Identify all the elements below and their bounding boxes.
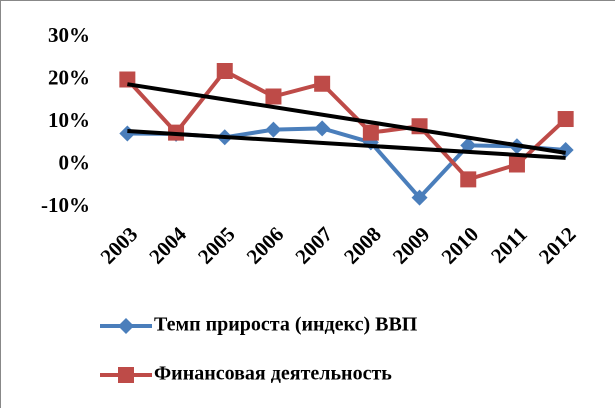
x-tick-label: 2011 [486, 222, 532, 268]
x-tick-label: 2003 [96, 222, 143, 269]
x-tick-label: 2010 [437, 222, 484, 269]
marker [460, 171, 476, 187]
legend-label: Финансовая деятельность [154, 363, 392, 385]
marker [363, 125, 379, 141]
legend-label: Темп прироста (индекс) ВВП [154, 314, 418, 336]
x-tick-label: 2012 [534, 222, 581, 269]
x-tick-label: 2007 [290, 222, 337, 269]
x-tick-label: 2004 [144, 222, 191, 269]
x-tick-label: 2009 [388, 222, 435, 269]
marker [509, 157, 525, 173]
marker [558, 111, 574, 127]
x-tick-label: 2005 [193, 222, 240, 269]
y-tick-label: 0% [59, 150, 91, 174]
x-tick-label: 2008 [339, 222, 386, 269]
x-tick-label: 2006 [242, 222, 289, 269]
marker [314, 120, 330, 136]
marker [314, 76, 330, 92]
series-line [127, 71, 565, 179]
marker [217, 63, 233, 79]
y-tick-label: 20% [48, 65, 90, 89]
marker [119, 125, 135, 141]
marker [265, 122, 281, 138]
y-tick-label: -10% [41, 193, 90, 217]
y-tick-label: 30% [48, 23, 90, 47]
series-line [127, 128, 565, 197]
y-tick-label: 10% [48, 108, 90, 132]
marker [265, 89, 281, 105]
marker [118, 367, 134, 383]
marker [118, 318, 134, 334]
